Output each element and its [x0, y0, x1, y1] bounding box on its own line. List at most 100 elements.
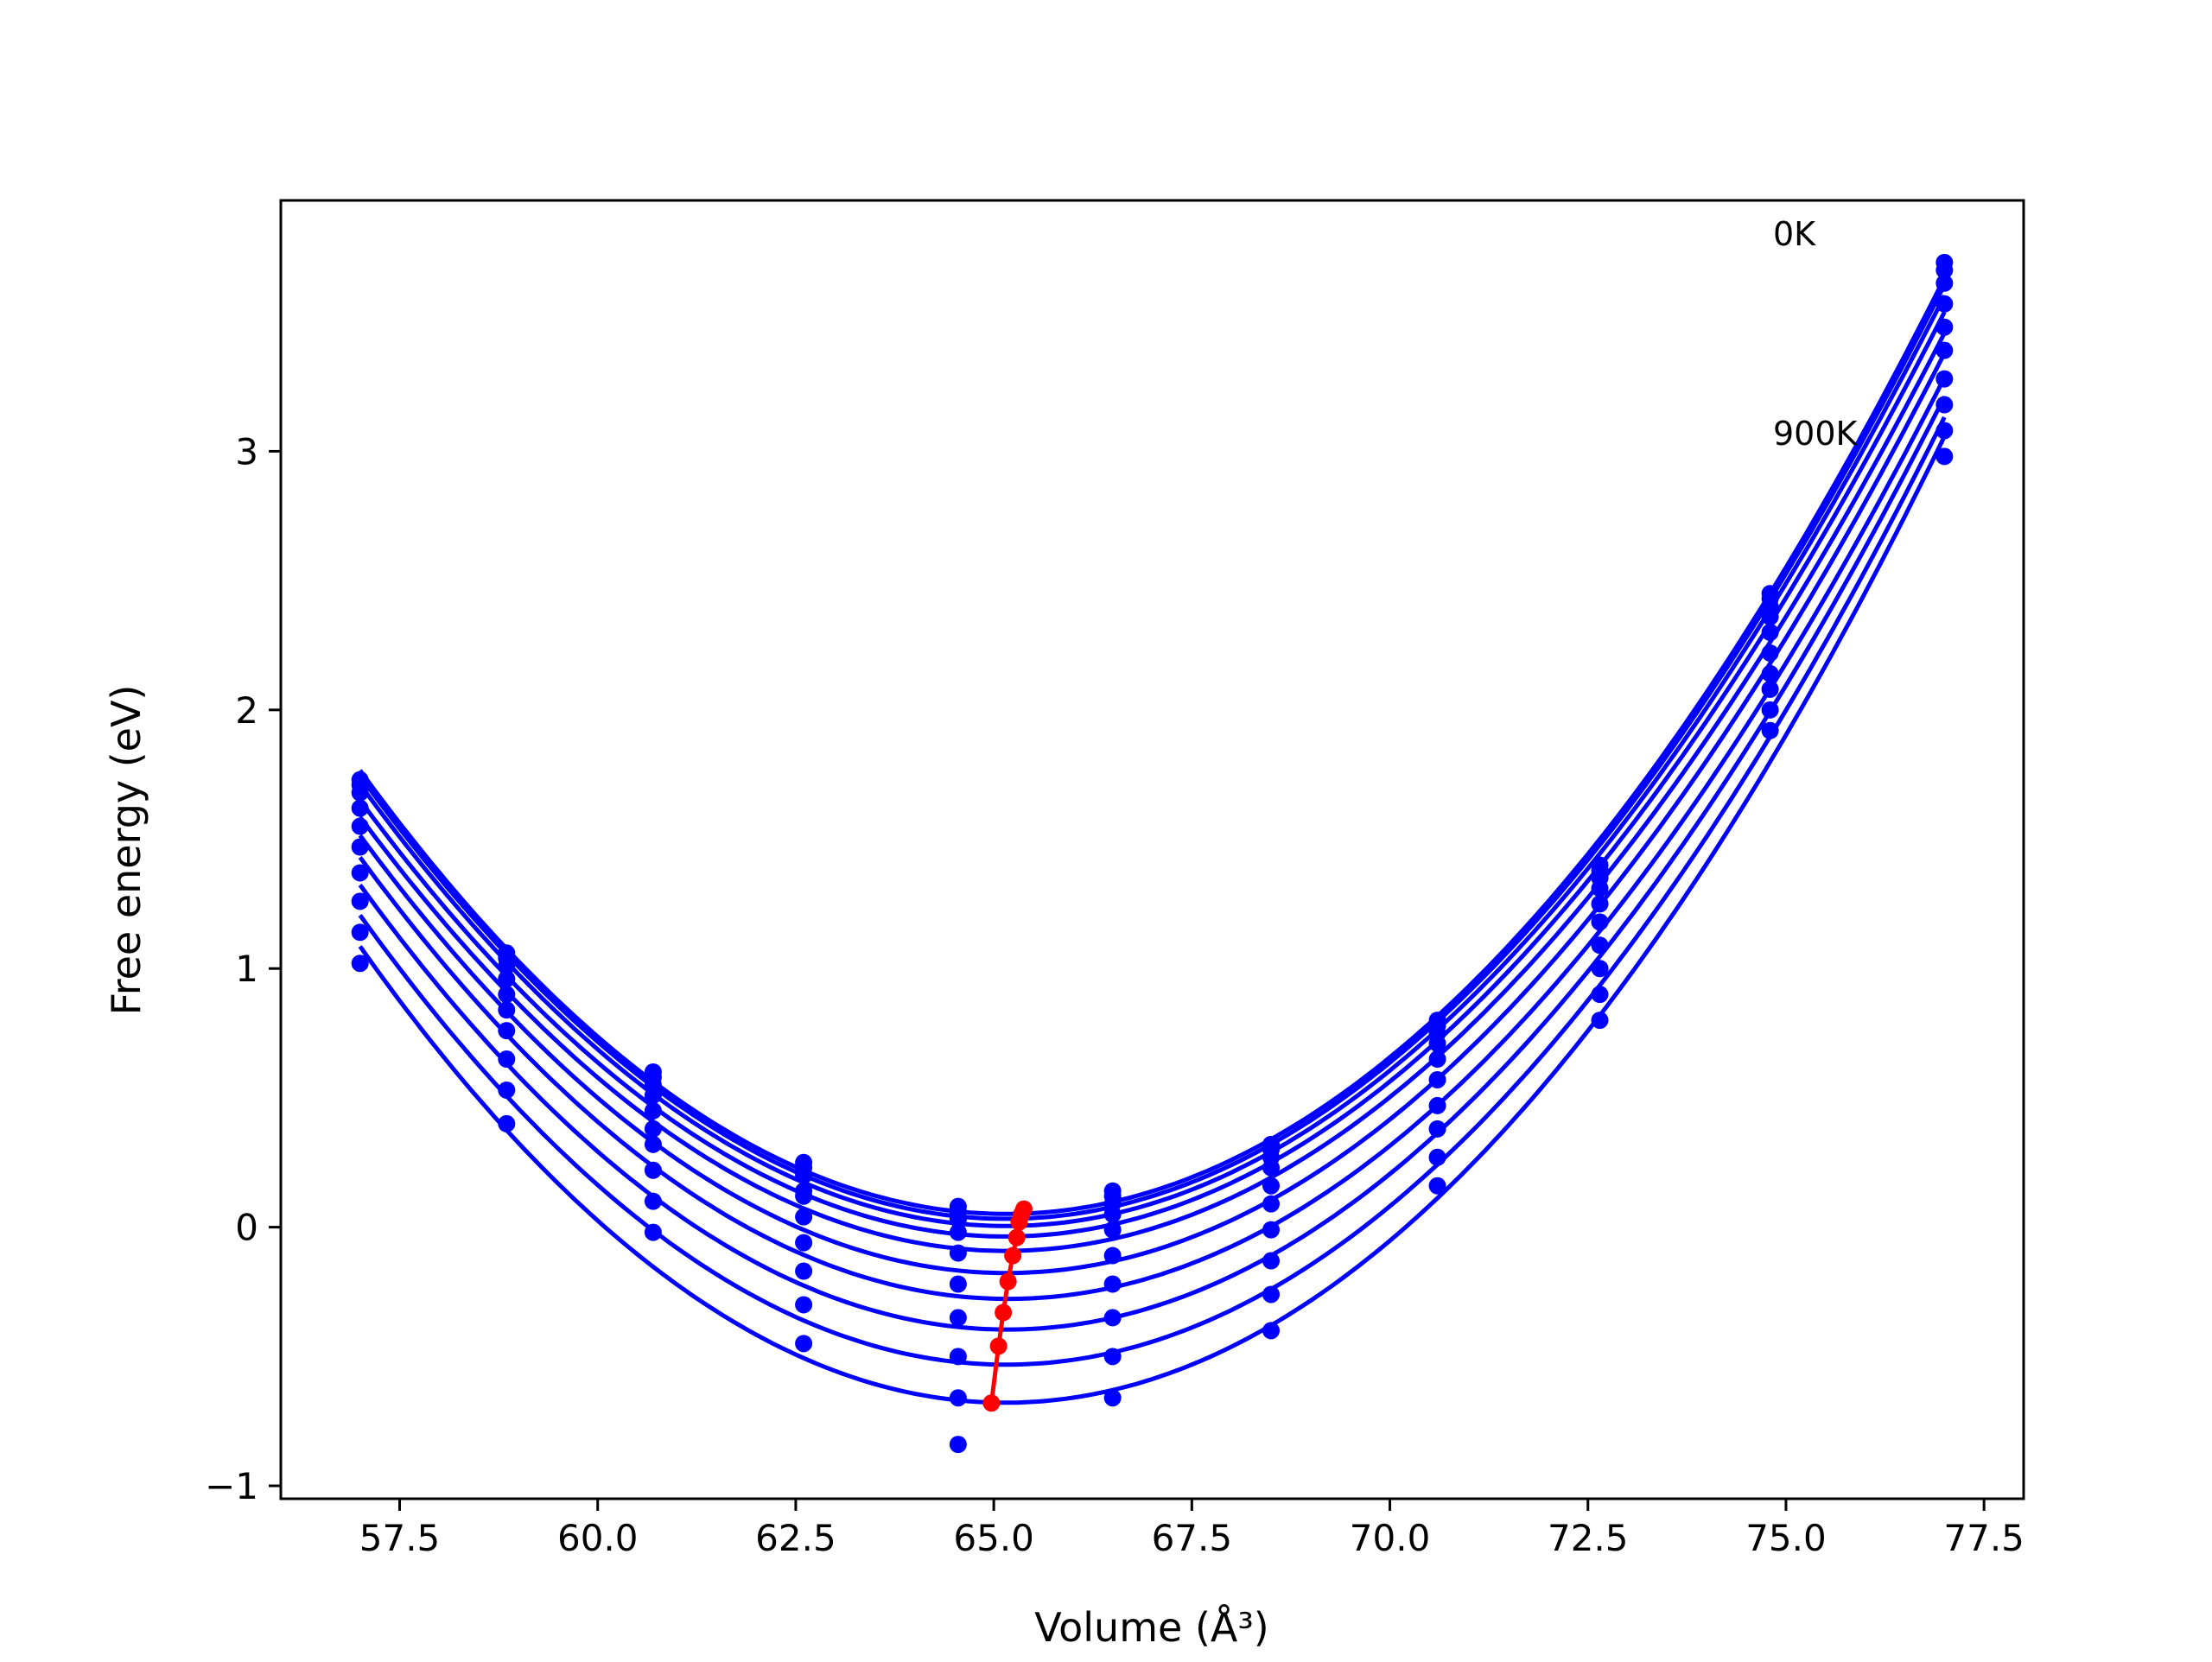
data-point [1262, 1322, 1281, 1340]
data-point [1428, 1148, 1446, 1166]
x-tick-label: 65.0 [953, 1517, 1034, 1559]
minima-point [982, 1394, 1001, 1412]
data-point [351, 783, 369, 802]
data-point [1591, 913, 1609, 931]
data-point [1428, 1050, 1446, 1069]
data-point [1103, 1221, 1122, 1239]
data-point [1428, 1177, 1446, 1195]
data-point [1103, 1389, 1122, 1407]
y-tick-label: 3 [235, 430, 258, 473]
plot-frame [279, 199, 2025, 1500]
data-point [1761, 701, 1779, 719]
x-tick-label: 75.0 [1745, 1517, 1827, 1559]
data-point [1591, 960, 1609, 978]
data-point [1936, 370, 1954, 388]
data-point [1428, 1070, 1446, 1088]
data-point [1262, 1158, 1281, 1177]
data-point [949, 1244, 967, 1262]
data-point [795, 1296, 813, 1314]
x-tick-label: 77.5 [1943, 1517, 2024, 1559]
data-point [949, 1436, 967, 1454]
data-point [795, 1166, 813, 1184]
data-point [644, 1120, 662, 1138]
data-point [644, 1161, 662, 1179]
x-tick-label: 57.5 [359, 1517, 441, 1559]
fit-curve-8 [358, 416, 1947, 1367]
data-point [1936, 318, 1954, 336]
data-point [1591, 936, 1609, 955]
fit-curve-4 [358, 332, 1947, 1253]
y-axis-ticks: −1 0 1 2 3 [205, 430, 281, 1507]
fit-curve-6 [358, 376, 1947, 1302]
data-point [949, 1223, 967, 1241]
data-point [351, 892, 369, 910]
data-point [498, 1050, 516, 1069]
data-point [1936, 295, 1954, 313]
y-tick-label: −1 [205, 1465, 258, 1507]
data-point [1591, 895, 1609, 913]
data-point [949, 1348, 967, 1366]
data-point [644, 1101, 662, 1120]
data-point [1591, 986, 1609, 1004]
minima-point [989, 1337, 1007, 1355]
data-point [1262, 1177, 1281, 1195]
data-point [1936, 261, 1954, 279]
data-point [644, 1223, 662, 1241]
x-tick-label: 67.5 [1152, 1517, 1233, 1559]
data-point [1428, 1035, 1446, 1053]
data-point [498, 957, 516, 975]
data-point [1103, 1348, 1122, 1366]
fit-curves [358, 276, 1947, 1405]
data-point [1103, 1205, 1122, 1223]
data-point [1761, 664, 1779, 682]
y-tick-label: 2 [235, 689, 258, 732]
data-point [498, 986, 516, 1004]
fit-curve-3 [358, 311, 1947, 1239]
data-point [498, 970, 516, 988]
fit-curve-9 [358, 435, 1947, 1405]
data-point [351, 955, 369, 973]
data-point [1761, 721, 1779, 739]
data-point [498, 1022, 516, 1040]
y-tick-label: 1 [235, 948, 258, 990]
y-axis-label: Free energy (eV) [103, 685, 149, 1016]
data-point [1262, 1221, 1281, 1239]
fit-curve-5 [358, 352, 1947, 1276]
data-point [1428, 1096, 1446, 1114]
data-point [1103, 1309, 1122, 1327]
data-point [795, 1208, 813, 1226]
data-point [498, 1114, 516, 1132]
data-point [795, 1234, 813, 1252]
data-point [644, 1192, 662, 1210]
minima-point [1004, 1246, 1022, 1265]
data-point [498, 1001, 516, 1019]
minima-point [1007, 1228, 1026, 1246]
data-point [1936, 422, 1954, 440]
data-point [1591, 1012, 1609, 1030]
data-point [351, 799, 369, 817]
data-point [1591, 879, 1609, 898]
data-point [351, 817, 369, 835]
data-point [351, 923, 369, 942]
x-axis-ticks: 57.5 60.0 62.5 65.0 67.5 70.0 72.5 75.0 77.5 [359, 1499, 2024, 1559]
data-point [1103, 1246, 1122, 1265]
data-point [1761, 644, 1779, 662]
y-tick-label: 0 [235, 1207, 258, 1249]
data-points [351, 253, 1954, 1454]
fit-curve-0 [358, 276, 1947, 1216]
minima-point [995, 1304, 1013, 1322]
data-point [1262, 1252, 1281, 1270]
data-point [1761, 608, 1779, 626]
data-point [1936, 274, 1954, 292]
data-point [351, 838, 369, 856]
minima-series [982, 1200, 1033, 1412]
annotation-0k: 0K [1773, 215, 1816, 253]
data-point [1936, 447, 1954, 466]
data-point [1103, 1275, 1122, 1293]
x-tick-label: 72.5 [1548, 1517, 1629, 1559]
data-point [1761, 680, 1779, 698]
minima-point [999, 1272, 1017, 1291]
fit-curve-2 [358, 295, 1947, 1228]
data-point [795, 1262, 813, 1280]
